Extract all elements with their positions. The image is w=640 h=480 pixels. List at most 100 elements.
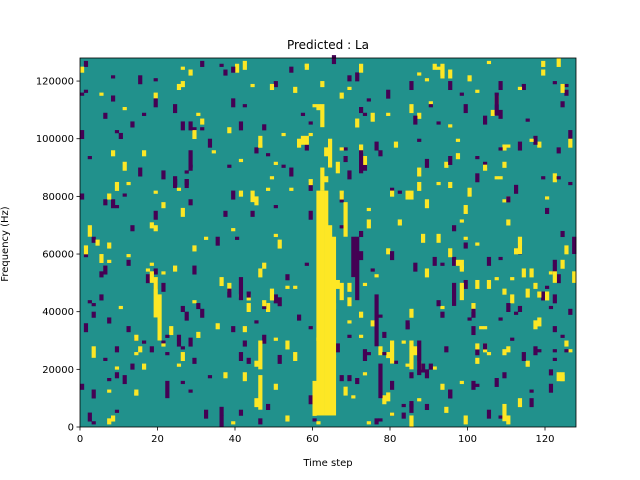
heatmap-cell — [188, 121, 193, 131]
heatmap-cell — [514, 311, 519, 315]
heatmap-cell — [370, 320, 375, 327]
heatmap-cell — [475, 279, 480, 289]
heatmap-cell — [386, 89, 391, 99]
heatmap-cell — [409, 403, 414, 413]
heatmap-cell — [200, 127, 205, 131]
heatmap-cell — [308, 132, 313, 137]
heatmap-cell — [556, 147, 561, 154]
heatmap-cell — [444, 406, 449, 413]
heatmap-cell — [262, 124, 267, 131]
heatmap-cell — [111, 150, 116, 157]
heatmap-cell — [324, 176, 329, 183]
heatmap-cell — [161, 271, 166, 275]
heatmap-cell — [359, 251, 364, 261]
heatmap-cell — [510, 294, 515, 304]
heatmap-cell — [273, 205, 278, 209]
heatmap-cell — [359, 144, 364, 154]
heatmap-cell — [548, 271, 554, 275]
heatmap-cell — [331, 55, 337, 65]
heatmap-cell — [378, 314, 383, 318]
x-axis-label: Time step — [302, 458, 352, 469]
heatmap-cell — [374, 418, 379, 425]
heatmap-cell — [424, 403, 430, 411]
heatmap-cell — [122, 107, 127, 111]
heatmap-cell — [452, 282, 457, 306]
heatmap-cell — [142, 340, 147, 344]
heatmap-cell — [339, 92, 344, 99]
heatmap-cell — [161, 282, 166, 292]
heatmap-cell — [231, 190, 236, 200]
heatmap-cell — [285, 340, 290, 350]
heatmap-cell — [316, 104, 321, 111]
heatmap-cell — [386, 248, 391, 255]
heatmap-cell — [343, 386, 348, 396]
heatmap-cell — [281, 164, 286, 168]
heatmap-cell — [192, 300, 197, 304]
heatmap-cell — [548, 383, 554, 393]
heatmap-cell — [506, 144, 511, 148]
heatmap-cell — [258, 268, 263, 278]
heatmap-cell — [475, 242, 480, 246]
heatmap-cell — [161, 202, 166, 209]
heatmap-cell — [347, 320, 352, 324]
heatmap-cell — [142, 150, 147, 157]
heatmap-cell — [475, 173, 480, 183]
heatmap-cell — [502, 288, 507, 295]
heatmap-cell — [471, 308, 476, 318]
heatmap-cell — [459, 259, 464, 269]
heatmap-cell — [359, 63, 364, 73]
heatmap-cell — [83, 60, 89, 67]
heatmap-cell — [417, 340, 422, 376]
heatmap-cell — [339, 375, 344, 382]
heatmap-cell — [176, 83, 182, 91]
heatmap-cell — [545, 196, 550, 200]
heatmap-cell — [347, 170, 352, 180]
heatmap-cell — [463, 242, 468, 249]
heatmap-cell — [335, 161, 340, 174]
heatmap-cell — [347, 282, 352, 292]
heatmap-cell — [471, 303, 476, 312]
heatmap-cell — [514, 184, 519, 194]
heatmap-cell — [111, 415, 116, 422]
heatmap-cell — [386, 392, 391, 402]
heatmap-cell — [180, 352, 185, 361]
heatmap-cell — [552, 326, 557, 333]
heatmap-cell — [506, 303, 511, 312]
heatmap-cell — [556, 372, 561, 382]
heatmap-cell — [560, 83, 565, 93]
heatmap-cell — [440, 262, 445, 266]
heatmap-cell — [180, 380, 185, 385]
y-tick-label: 100000 — [36, 134, 74, 145]
heatmap-cell — [289, 187, 294, 191]
heatmap-cell — [126, 259, 131, 266]
heatmap-cell — [374, 274, 379, 278]
heatmap-cell — [517, 86, 523, 91]
heatmap-cell — [273, 383, 278, 390]
heatmap-cell — [165, 352, 170, 356]
heatmap-cell — [103, 199, 108, 206]
heatmap-cell — [231, 326, 236, 333]
plot-area — [79, 55, 577, 428]
heatmap-cell — [99, 92, 104, 96]
heatmap-cell — [238, 277, 244, 301]
heatmap-cell — [366, 421, 371, 425]
heatmap-cell — [366, 219, 371, 229]
heatmap-cell — [180, 121, 185, 131]
heatmap-cell — [192, 245, 197, 252]
heatmap-cell — [219, 406, 224, 416]
heatmap-cell — [483, 115, 488, 125]
heatmap-cell — [486, 256, 492, 266]
heatmap-cell — [343, 156, 348, 163]
heatmap-cell — [192, 130, 197, 140]
heatmap-cell — [397, 219, 402, 226]
heatmap-cell — [502, 372, 507, 379]
heatmap-cell — [405, 363, 410, 367]
heatmap-cell — [219, 415, 224, 427]
heatmap-cell — [448, 124, 453, 128]
heatmap-cell — [421, 233, 426, 243]
heatmap-cell — [289, 167, 294, 177]
heatmap-cell — [467, 187, 472, 197]
heatmap-cell — [80, 92, 85, 96]
heatmap-cell — [390, 187, 395, 191]
heatmap-cell — [188, 150, 193, 168]
